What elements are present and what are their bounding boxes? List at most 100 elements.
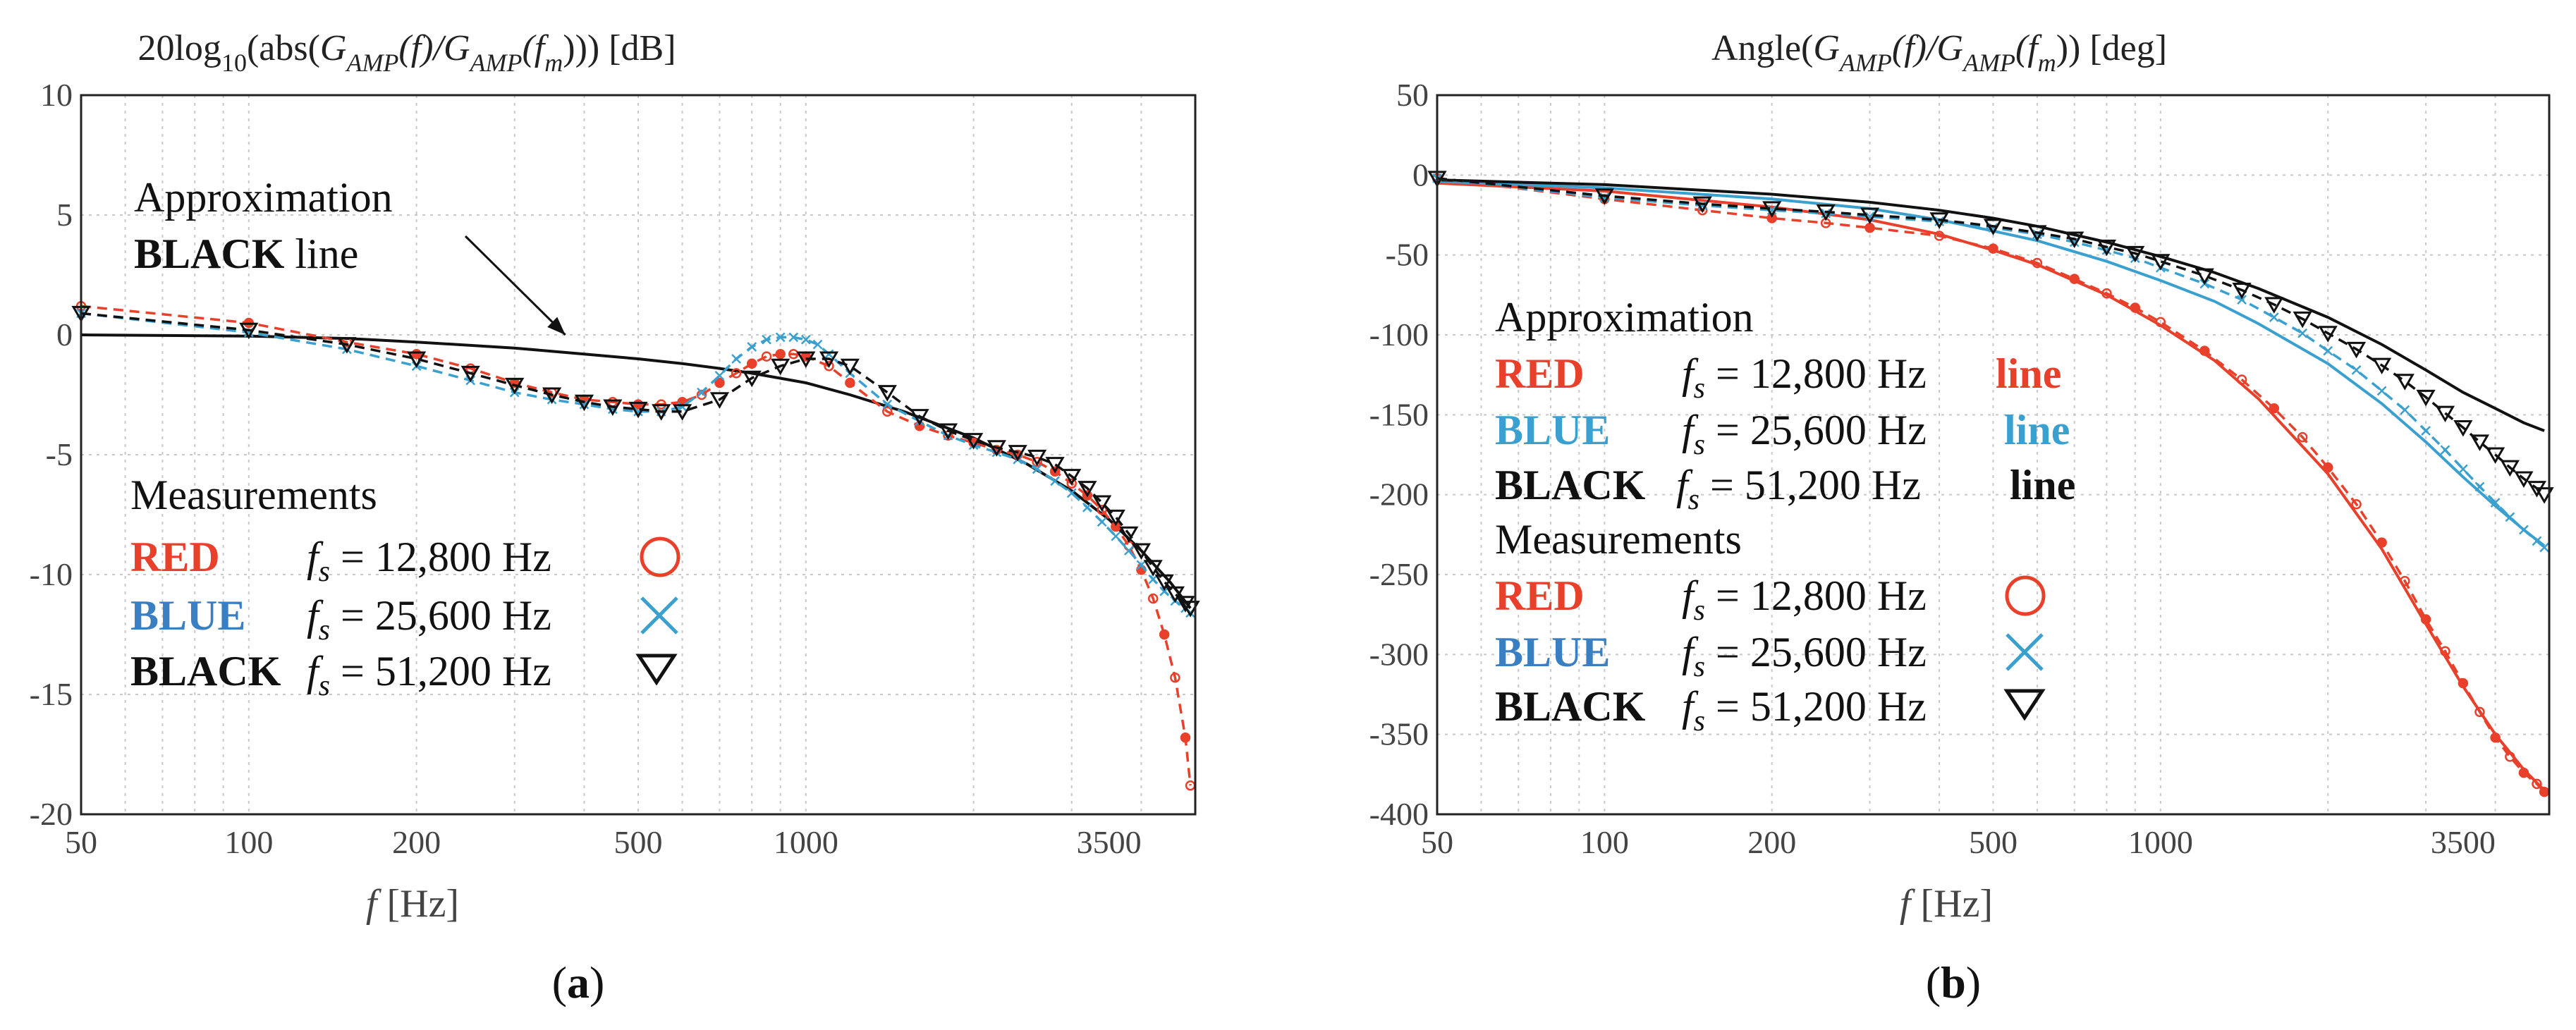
- b-plot-frame: [1436, 94, 2551, 816]
- b-point-black-measured: [2485, 447, 2505, 464]
- a-x-axis-label: f [Hz]: [366, 882, 459, 926]
- b-y-tick-label: -300: [1369, 636, 1429, 672]
- a-point-blue-measured: [800, 334, 811, 345]
- a-point-red-measured: [761, 351, 772, 362]
- a-legend-blue-value: fs = 25,600 Hz: [307, 592, 551, 646]
- b-point-blue-measured: [2351, 364, 2362, 375]
- b-x-tick-label: 1000: [2128, 824, 2193, 860]
- a-point-black-measured: [987, 440, 1006, 457]
- b-point-red-measured: [2420, 614, 2431, 625]
- b-y-tick-label: -250: [1369, 556, 1429, 592]
- a-point-black-measured: [460, 365, 480, 383]
- a-y-tick-label: -5: [46, 436, 73, 472]
- b-x-tick-label: 500: [1969, 824, 2018, 860]
- a-point-black-measured: [771, 358, 790, 376]
- b-point-black-measured: [2416, 389, 2436, 407]
- a-point-black-measured: [877, 385, 897, 402]
- a-point-red-measured: [1180, 732, 1191, 743]
- b-point-blue-measured: [2458, 464, 2468, 474]
- a-point-black-measured: [964, 433, 984, 450]
- b-point-red-measured: [2069, 274, 2080, 284]
- b-y-tick-label: 50: [1396, 77, 1429, 113]
- a-curves: [71, 300, 1200, 791]
- b-point-blue-measured: [2032, 229, 2042, 240]
- b-approx-black-tag: line: [2010, 462, 2075, 508]
- a-legend-row-black: BLACK fs = 51,200 Hz: [130, 648, 678, 702]
- b-point-black-measured: [2027, 225, 2047, 242]
- a-plot-frame: [80, 94, 1197, 816]
- b-point-black-measured: [1860, 207, 1880, 224]
- b-point-black-measured: [1762, 201, 1782, 218]
- a-point-black-measured: [652, 404, 671, 421]
- panel-b-phase-chart: 50 100 200 500 1000 3500500-50-100-150-200-25…: [1369, 28, 2554, 1007]
- a-approximation-annotation: Approximation BLACK line: [134, 174, 566, 336]
- a-annotation-line2: BLACK line: [134, 231, 358, 277]
- a-subfigure-label: (a): [552, 957, 605, 1007]
- a-annotation-arrow: [464, 235, 566, 336]
- a-legend-row-red: RED fs = 12,800 Hz: [130, 534, 680, 588]
- a-point-red-measured: [824, 360, 834, 372]
- a-point-blue-measured: [714, 370, 725, 381]
- b-point-black-measured: [1816, 204, 1836, 221]
- b-y-tick-label: -50: [1386, 237, 1429, 273]
- b-point-red-measured: [2297, 431, 2308, 443]
- b-x-tick-label: 50: [1421, 824, 1453, 860]
- a-x-tick-label: 200: [392, 824, 441, 860]
- a-point-black-measured: [1062, 469, 1082, 486]
- b-point-blue-measured: [1934, 216, 1944, 226]
- b-series-black-measured: [1436, 177, 2546, 496]
- a-point-red-measured: [696, 389, 707, 400]
- b-point-black-measured: [2372, 357, 2392, 375]
- a-point-blue-measured: [1136, 560, 1147, 570]
- a-point-black-measured: [709, 392, 730, 409]
- a-x-tick-label: 3500: [1077, 824, 1142, 860]
- b-point-blue-measured: [2505, 512, 2515, 522]
- a-point-black-measured: [337, 337, 357, 354]
- b-legend-black-triangle-marker: [2003, 689, 2046, 721]
- b-title: Angle(GAMP(f)/GAMP(fm)) [deg]: [1711, 28, 2167, 77]
- b-approx-red-value: fs = 12,800 Hz: [1682, 350, 1927, 405]
- a-point-red-measured: [775, 348, 786, 360]
- a-annotation-arrowhead: [547, 317, 566, 335]
- a-legend-red-circle-marker: [640, 537, 680, 577]
- a-series-blue-measured: [80, 312, 1192, 614]
- b-x-axis-label: f [Hz]: [1900, 882, 1993, 926]
- b-point-blue-measured: [2539, 542, 2549, 553]
- b-legend-red-value: fs = 12,800 Hz: [1682, 572, 1927, 627]
- a-y-tick-label: -10: [30, 556, 73, 592]
- a-point-blue-measured: [1066, 488, 1077, 498]
- b-legend-header: Measurements: [1495, 516, 1742, 563]
- b-legend-red-name: RED: [1495, 572, 1585, 619]
- b-subfigure-label: (b): [1926, 957, 1981, 1007]
- b-legend-black-value: fs = 51,200 Hz: [1682, 683, 1927, 737]
- b-point-black-measured: [2195, 268, 2214, 286]
- b-legend-row-blue: BLUE fs = 25,600 Hz: [1495, 629, 2044, 683]
- b-tick-labels: 50 100 200 500 1000 3500500-50-100-150-200-25…: [1369, 77, 2496, 860]
- b-legend: Measurements RED fs = 12,800 Hz BLUE fs …: [1495, 516, 2046, 737]
- b-point-red-measured: [2539, 787, 2550, 797]
- a-point-blue-measured: [812, 339, 823, 350]
- b-y-tick-label: -150: [1369, 396, 1429, 432]
- b-point-red-measured: [2101, 288, 2112, 299]
- a-point-black-measured: [239, 322, 259, 340]
- a-point-red-measured: [714, 377, 725, 388]
- b-point-black-measured: [2065, 231, 2084, 248]
- b-point-red-measured: [2505, 752, 2515, 762]
- b-point-blue-measured: [2237, 295, 2247, 305]
- a-point-black-measured: [1106, 509, 1125, 527]
- a-point-blue-measured: [1111, 531, 1121, 541]
- b-y-tick-label: -200: [1369, 477, 1429, 513]
- a-y-tick-label: 5: [56, 197, 73, 233]
- b-point-blue-measured: [1821, 208, 1831, 219]
- b-point-red-measured: [2032, 257, 2043, 269]
- b-point-black-measured: [2514, 471, 2534, 488]
- b-point-blue-measured: [2376, 386, 2387, 396]
- b-approx-header: Approximation: [1495, 294, 1754, 341]
- a-point-red-measured: [788, 348, 799, 360]
- a-annotation-line1: Approximation: [134, 174, 393, 221]
- a-point-blue-measured: [677, 402, 688, 412]
- b-x-tick-label: 100: [1580, 824, 1629, 860]
- a-y-tick-label: 10: [40, 77, 73, 113]
